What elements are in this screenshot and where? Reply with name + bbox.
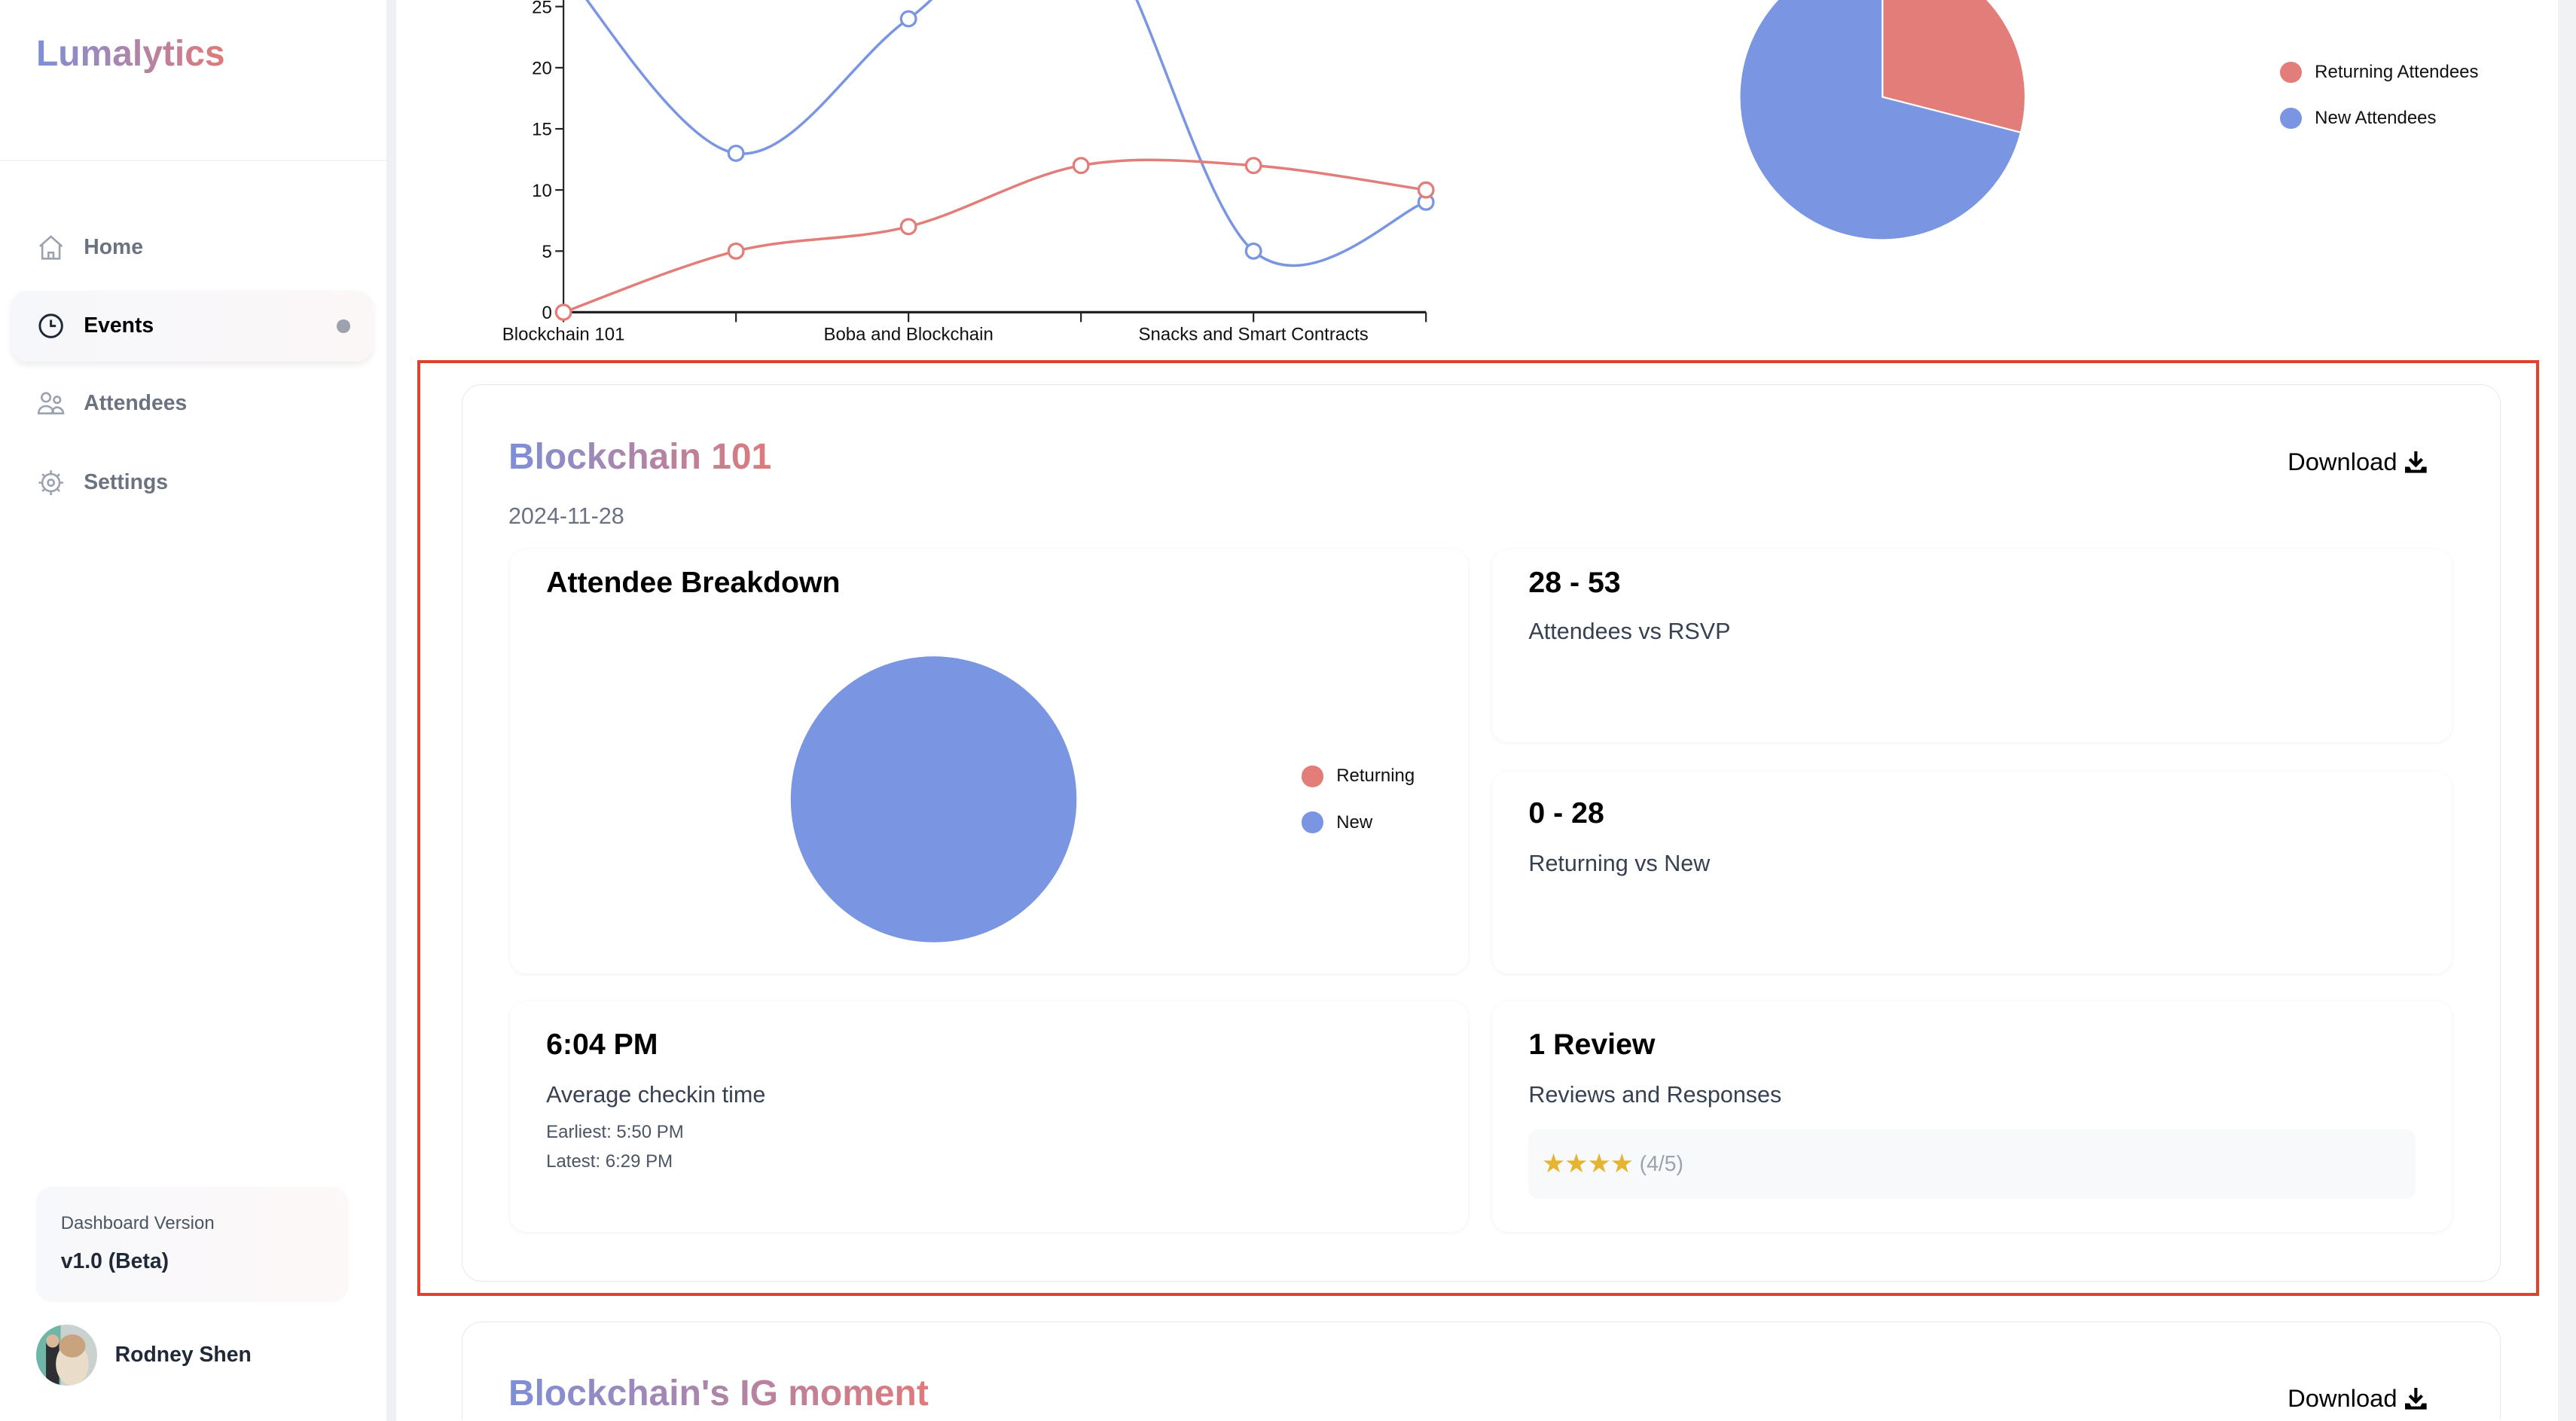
sidebar-border xyxy=(386,0,396,1421)
checkin-time-card: 6:04 PM Average checkin time Earliest: 5… xyxy=(510,1001,1468,1232)
attendance-line-chart: 0 5 10 15 20 25 Blockchain 101 Boba and Blockch… xyxy=(502,0,1435,344)
sidebar-item-home[interactable]: Home xyxy=(11,212,373,283)
legend-item-returning: Returning xyxy=(1302,765,1415,788)
breakdown-legend: Returning New xyxy=(1302,765,1415,834)
y-tick-label: 15 xyxy=(532,120,552,140)
stat-label: Reviews and Responses xyxy=(1528,1082,1782,1108)
sidebar-item-label: Home xyxy=(84,234,143,259)
stat-label: Returning vs New xyxy=(1528,850,1711,876)
legend-swatch xyxy=(1302,811,1323,833)
sidebar-item-label: Settings xyxy=(84,469,169,494)
pie-slice xyxy=(1738,0,2022,241)
x-tick-label: Boba and Blockchain xyxy=(823,324,993,344)
app-logo[interactable]: Lumalytics xyxy=(35,33,225,74)
sidebar-item-label: Attendees xyxy=(84,390,188,415)
pie-legend: Returning Attendees New Attendees xyxy=(2280,61,2479,130)
legend-item-new: New xyxy=(1302,811,1415,834)
data-point xyxy=(1072,157,1090,175)
pie-slice xyxy=(1882,0,2027,134)
event-date: 2024-11-28 xyxy=(508,503,624,530)
stat-value: 1 Review xyxy=(1528,1028,1656,1062)
legend-swatch xyxy=(2280,61,2302,84)
y-tick-label: 20 xyxy=(532,59,552,79)
users-icon xyxy=(37,392,65,414)
review-item[interactable]: ★★★★ (4/5) xyxy=(1528,1129,2416,1199)
series-line-0 xyxy=(585,0,1427,267)
legend-swatch xyxy=(2280,107,2302,130)
breakdown-title: Attendee Breakdown xyxy=(546,566,841,600)
home-icon xyxy=(39,234,63,260)
avatar-photo xyxy=(46,1334,89,1386)
stat-label: Average checkin time xyxy=(546,1082,766,1108)
stat-value: 28 - 53 xyxy=(1528,566,1621,600)
legend-label: Returning xyxy=(1336,766,1415,787)
legend-label: New xyxy=(1336,811,1373,833)
attendee-pie-chart xyxy=(1738,0,2027,241)
active-indicator-dot xyxy=(337,319,350,333)
attendees-vs-rsvp-card: 28 - 53 Attendees vs RSVP xyxy=(1492,549,2452,742)
y-tick-label: 5 xyxy=(542,242,552,262)
sidebar-item-settings[interactable]: Settings xyxy=(11,447,373,518)
legend-swatch xyxy=(1302,766,1323,787)
data-point xyxy=(899,218,917,236)
sidebar-divider xyxy=(0,159,386,161)
data-point xyxy=(554,303,572,321)
x-tick-label: Blockchain 101 xyxy=(502,324,625,344)
event-card: Blockchain's IG moment Download xyxy=(461,1321,2501,1420)
legend-item-new: New Attendees xyxy=(2280,107,2478,130)
breakdown-pie-chart xyxy=(791,656,1077,943)
sidebar-item-events[interactable]: Events xyxy=(11,291,374,362)
reviews-card: 1 Review Reviews and Responses ★★★★ (4/5… xyxy=(1492,1001,2452,1232)
download-label: Download xyxy=(2288,1384,2397,1413)
dashboard-version-card: Dashboard Version v1.0 (Beta) xyxy=(35,1186,349,1302)
gear-icon xyxy=(38,469,63,495)
data-point xyxy=(1244,157,1262,175)
scrollbar[interactable] xyxy=(2558,0,2576,1421)
selection-highlight xyxy=(417,359,2540,1297)
data-point xyxy=(727,242,745,260)
x-tick-label: Snacks and Smart Contracts xyxy=(1139,324,1369,344)
y-tick-label: 10 xyxy=(532,181,552,201)
rating-text: (4/5) xyxy=(1639,1151,1683,1176)
download-icon xyxy=(2405,1388,2427,1410)
earliest-checkin: Earliest: 5:50 PM xyxy=(546,1121,684,1142)
attendee-breakdown-card: Attendee Breakdown Returning New xyxy=(510,549,1468,974)
returning-vs-new-card: 0 - 28 Returning vs New xyxy=(1492,771,2452,974)
data-point xyxy=(899,10,917,28)
data-point xyxy=(1244,242,1262,260)
star-rating: ★★★★ xyxy=(1541,1149,1634,1179)
data-point xyxy=(727,144,745,162)
y-tick-label: 25 xyxy=(532,0,552,17)
legend-label: New Attendees xyxy=(2315,108,2437,129)
stat-value: 6:04 PM xyxy=(546,1028,658,1062)
sidebar: Lumalytics Home Events Attendees Setting… xyxy=(0,0,386,1421)
stat-label: Attendees vs RSVP xyxy=(1528,619,1731,645)
legend-label: Returning Attendees xyxy=(2315,61,2479,82)
sidebar-item-attendees[interactable]: Attendees xyxy=(11,368,373,439)
event-title: Blockchain 101 xyxy=(508,436,772,477)
stat-value: 0 - 28 xyxy=(1528,796,1604,830)
clock-icon xyxy=(38,313,63,339)
avatar[interactable] xyxy=(35,1324,97,1386)
pie-slice xyxy=(791,656,1077,943)
version-label: Dashboard Version xyxy=(60,1212,215,1233)
event-title: Blockchain's IG moment xyxy=(508,1374,929,1414)
download-button[interactable]: Download xyxy=(2288,1384,2428,1413)
sidebar-item-label: Events xyxy=(84,313,154,338)
legend-item-returning: Returning Attendees xyxy=(2280,61,2479,84)
download-button[interactable]: Download xyxy=(2288,448,2428,476)
data-point xyxy=(1417,181,1435,199)
event-card: Blockchain 101 2024-11-28 Download Atten… xyxy=(461,384,2501,1282)
y-tick-label: 0 xyxy=(542,303,552,323)
version-value: v1.0 (Beta) xyxy=(60,1248,169,1273)
download-icon xyxy=(2405,451,2427,473)
series-line-1 xyxy=(563,158,1427,314)
user-name[interactable]: Rodney Shen xyxy=(114,1342,252,1367)
latest-checkin: Latest: 6:29 PM xyxy=(546,1151,673,1172)
download-label: Download xyxy=(2288,448,2397,476)
